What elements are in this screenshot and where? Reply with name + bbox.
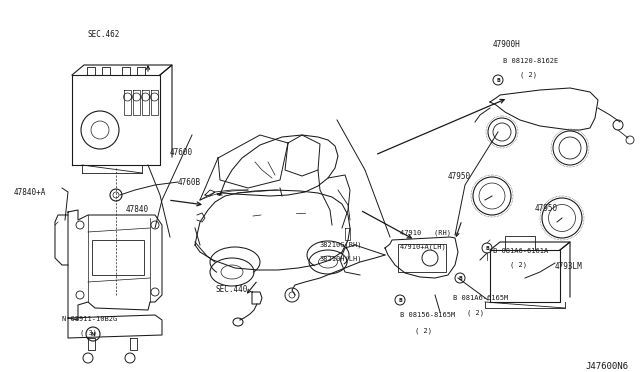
Text: B 08156-8165M: B 08156-8165M: [400, 312, 455, 318]
Text: N: N: [91, 331, 95, 337]
Text: ( 2): ( 2): [520, 72, 537, 78]
Text: B 08120-8162E: B 08120-8162E: [503, 58, 558, 64]
Text: B 081A6-6165M: B 081A6-6165M: [453, 295, 508, 301]
Text: 47910   (RH): 47910 (RH): [400, 230, 451, 237]
Text: 47950: 47950: [448, 172, 471, 181]
Text: B: B: [458, 276, 462, 280]
Text: ( 3): ( 3): [80, 330, 97, 337]
Text: 4760B: 4760B: [178, 178, 201, 187]
Text: 4793LM: 4793LM: [555, 262, 583, 271]
Text: B: B: [496, 77, 500, 83]
Text: J47600N6: J47600N6: [585, 362, 628, 371]
Text: 38210H(LH): 38210H(LH): [320, 256, 362, 263]
Text: ( 2): ( 2): [510, 262, 527, 269]
Text: 47600: 47600: [170, 148, 193, 157]
Text: N 08911-10B2G: N 08911-10B2G: [62, 316, 117, 322]
Bar: [92, 240, 144, 275]
Bar: [398, 244, 446, 272]
Text: ( 2): ( 2): [415, 327, 432, 334]
Text: SEC.462: SEC.462: [88, 30, 120, 39]
Text: 47840+A: 47840+A: [14, 188, 46, 197]
Text: 47840: 47840: [126, 205, 149, 214]
Text: 47950: 47950: [535, 204, 558, 213]
Text: B: B: [398, 298, 402, 302]
Text: B 081A6-6161A: B 081A6-6161A: [493, 248, 548, 254]
Text: ( 2): ( 2): [467, 310, 484, 317]
Text: 47910+A(LH): 47910+A(LH): [400, 244, 447, 250]
Text: 38210G(RH): 38210G(RH): [320, 242, 362, 248]
Text: SEC.440: SEC.440: [215, 285, 248, 294]
Text: B: B: [485, 246, 489, 250]
Text: 47900H: 47900H: [493, 40, 521, 49]
